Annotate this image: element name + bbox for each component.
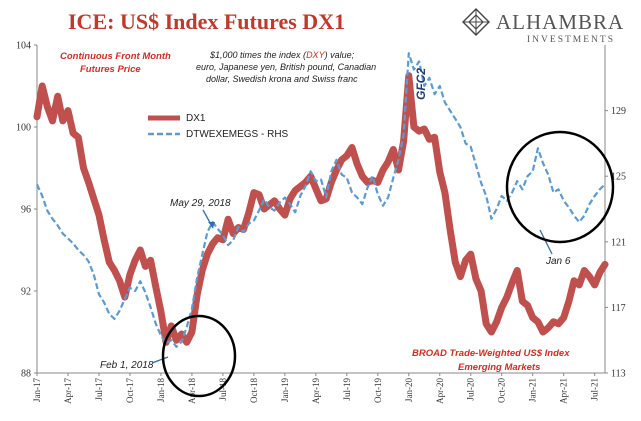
x-tick-label: Jan-19	[280, 378, 290, 402]
legend-label-dx1: DX1	[186, 113, 206, 124]
x-tick-label: Oct-17	[125, 378, 135, 403]
annotation-may29: May 29, 2018	[170, 198, 231, 209]
annotation-jan6-arrow	[539, 229, 553, 255]
brand-sub: INVESTMENTS	[527, 35, 615, 45]
annotation-feb1: Feb 1, 2018	[100, 360, 154, 371]
annotation-gfc2: GFC2	[414, 68, 428, 100]
annotation-continuous-1: Continuous Front Month	[60, 51, 171, 62]
x-tick-label: Jan-18	[156, 378, 166, 402]
y-left-tick-label: 92	[21, 287, 31, 298]
x-tick-label: Jan-20	[404, 378, 414, 402]
title-brand: ICE	[68, 9, 107, 34]
x-tick-label: Jan-17	[32, 378, 42, 402]
series-line-dx1	[33, 72, 609, 346]
x-tick-label: Apr-18	[187, 378, 197, 404]
annotation-note-3: dollar, Swedish krona and Swiss franc	[206, 74, 358, 84]
annotation-may29-arrowhead	[208, 222, 215, 228]
alhambra-logo: ALHAMBRA INVESTMENTS	[462, 8, 624, 45]
x-tick-label: Jul-21	[590, 378, 600, 401]
legend: DX1 DTWEXEMEGS - RHS	[148, 113, 289, 140]
brand-name: ALHAMBRA	[496, 10, 624, 34]
series-line-dtwexemegs	[35, 52, 606, 348]
annotation-broad-2: Emerging Markets	[458, 362, 540, 373]
x-tick-label: Apr-20	[435, 378, 445, 404]
x-axis: Jan-17 Apr-17 Jul-17 Oct-17 Jan-18 Apr-18 Jul-…	[32, 373, 600, 404]
y-axis-right: 113 117 121 125 129	[605, 106, 626, 380]
y-left-tick-label: 104	[16, 41, 31, 52]
annotation-note-2: euro, Japanese yen, British pound, Canad…	[196, 62, 376, 72]
title-rest: : US$ Index Futures DX1	[107, 9, 345, 34]
x-tick-label: Jul-20	[466, 378, 476, 401]
y-left-tick-label: 96	[21, 205, 31, 216]
y-right-tick-label: 117	[611, 303, 626, 314]
y-right-tick-label: 125	[611, 172, 626, 183]
x-tick-label: Jul-18	[218, 378, 228, 401]
legend-label-dtwex: DTWEXEMEGS - RHS	[186, 129, 289, 140]
x-tick-label: Jul-17	[94, 378, 104, 401]
x-tick-label: Oct-20	[497, 378, 507, 403]
annotation-broad-1: BROAD Trade-Weighted US$ Index	[412, 348, 570, 359]
y-right-tick-label: 129	[611, 106, 626, 117]
x-tick-label: Apr-19	[311, 378, 321, 404]
chart-title: ICE: US$ Index Futures DX1	[68, 9, 345, 34]
x-tick-label: Apr-21	[559, 378, 569, 404]
y-left-tick-label: 100	[16, 123, 31, 134]
annotation-feb1-arrow	[151, 356, 169, 364]
y-axis-left: 88 92 96 100 104	[16, 41, 37, 380]
x-tick-label: Oct-18	[249, 378, 259, 403]
x-tick-label: Oct-19	[373, 378, 383, 403]
annotation-continuous-2: Futures Price	[80, 64, 141, 75]
y-left-tick-label: 88	[21, 369, 31, 380]
annotation-note-1: $1,000 times the index (DXY) value;	[209, 50, 355, 60]
annotation-jan6: Jan 6	[545, 256, 571, 267]
x-tick-label: Apr-17	[63, 378, 73, 404]
x-tick-label: Jul-19	[342, 378, 352, 401]
series-layer	[33, 52, 609, 348]
y-right-tick-label: 121	[611, 237, 626, 248]
alhambra-logo-icon	[462, 8, 490, 36]
y-right-tick-label: 113	[611, 369, 626, 380]
highlight-circle-2021	[505, 130, 615, 244]
plot-frame	[36, 45, 606, 374]
highlight-circle-2018	[161, 314, 237, 398]
x-tick-label: Jan-21	[528, 378, 538, 402]
